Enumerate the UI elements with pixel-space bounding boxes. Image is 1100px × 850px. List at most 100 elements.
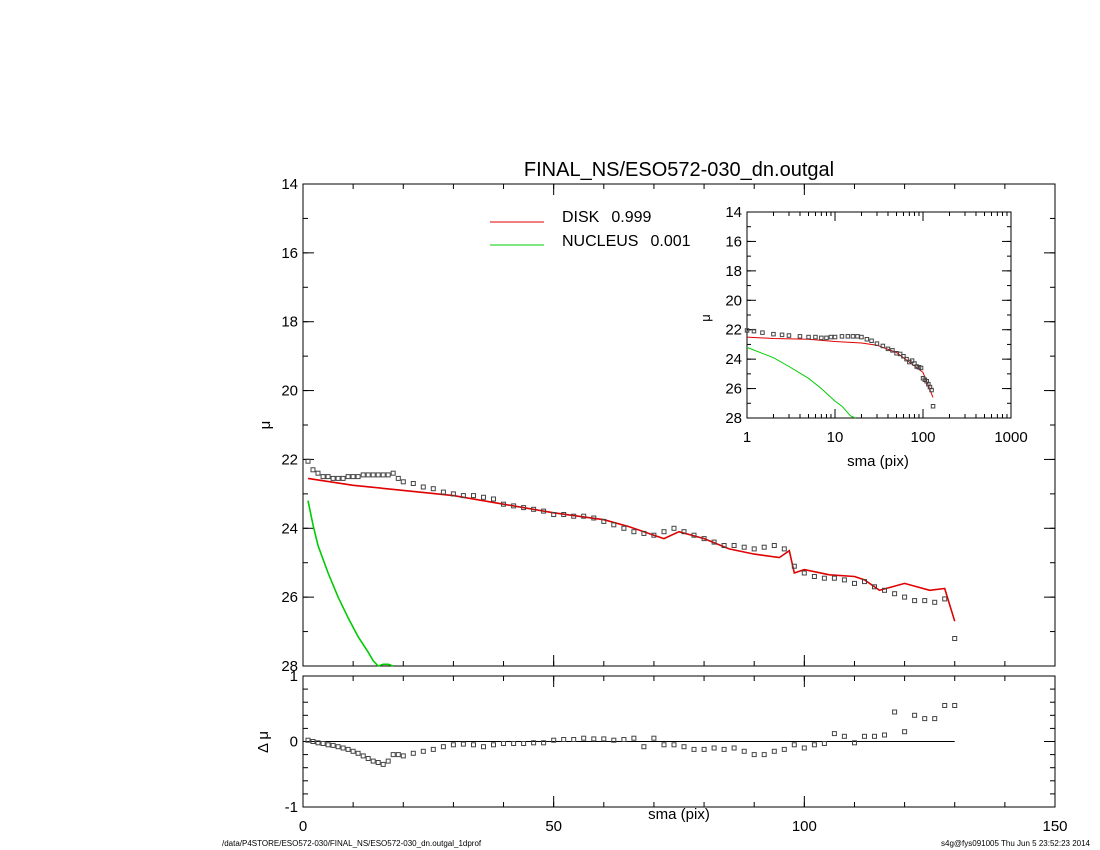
residual-point [761,752,767,758]
data-point [874,341,880,346]
data-point [315,470,321,476]
residual-point [395,752,401,758]
data-point [751,546,757,552]
data-point [711,539,717,545]
data-point [345,474,351,480]
residual-point [591,736,597,742]
data-point [952,636,958,641]
residual-point [821,741,827,746]
residual-point [521,741,527,746]
data-point [771,331,776,337]
residual-point [350,748,356,754]
residual-point [791,742,797,748]
legend-nucleus-name: NUCLEUS [562,233,638,250]
data-point [370,472,376,478]
legend-disk-name: DISK [562,209,600,226]
y-tick-label: 14 [725,204,742,221]
inset-axis-ticks: 1 10 100 1000 14 16 18 20 22 24 26 28 [725,204,1027,446]
data-point [942,596,948,602]
data-point [571,513,577,519]
data-point [511,503,517,509]
y-tick-label: 0 [290,734,298,751]
data-point [581,513,587,519]
legend-nucleus-value: 0.001 [650,233,690,250]
data-point [918,365,924,371]
y-tick-label: 18 [725,263,742,280]
residual-point [340,745,346,751]
data-point [305,458,311,464]
x-tick-label: 100 [910,429,935,446]
residual-point [641,744,647,750]
residual-point [375,760,381,765]
y-tick-label: 14 [281,176,298,193]
data-point [813,334,818,340]
data-point [400,479,406,485]
data-point [420,484,426,490]
data-point [801,570,807,576]
residual-point [385,758,391,764]
residual-point [771,748,777,754]
data-point [721,543,727,548]
residual-point [325,742,331,748]
data-point [779,332,785,338]
residual-point [942,703,948,708]
y-tick-label: 20 [725,292,742,309]
main-series-group [305,458,958,667]
data-point [831,575,837,581]
residual-point [611,737,617,743]
data-point [852,580,857,586]
data-point [731,543,737,548]
residual-point [561,737,567,742]
data-point [651,532,657,538]
nucleus-model-line [307,500,394,667]
data-point [330,475,336,481]
y-tick-label: 16 [281,245,298,262]
data-point [450,491,456,497]
data-point [395,475,401,481]
residual-point [882,732,887,738]
residual-point [360,753,366,759]
residual-point [460,741,466,747]
y-tick-label: 26 [281,589,298,606]
y-tick-label: 28 [281,658,298,675]
data-point [531,506,537,512]
main-y-axis-label: μ [257,421,274,430]
residual-point [551,737,557,743]
footer-timestamp: s4g@fys091005 Thu Jun 5 23:52:23 2014 [941,839,1090,848]
data-point [901,354,906,359]
data-point [440,489,446,495]
y-tick-label: 24 [281,520,298,537]
y-tick-label: -1 [285,799,298,816]
legend-nucleus-label: NUCLEUS 0.001 [562,233,691,250]
data-point [839,334,845,339]
residual-point [711,745,717,751]
data-point [481,494,486,500]
residual-point [651,735,657,741]
data-point [850,334,856,339]
data-point [551,512,557,517]
residual-point [601,736,607,742]
residual-point [922,716,928,722]
inset-log-panel: μ sma (pix) 1 10 100 1000 14 16 18 20 22 24 26 28 [698,204,1028,470]
data-point [471,493,476,499]
data-point [781,546,787,552]
data-point [390,470,396,476]
y-tick-label: 24 [725,351,742,368]
data-point [561,512,567,517]
legend-disk-value: 0.999 [611,209,651,226]
data-point [929,387,934,393]
data-point [681,529,687,535]
residual-point [320,741,326,746]
residual-point [450,742,456,748]
x-tick-label: 1 [743,429,751,446]
y-tick-label: 20 [281,383,298,400]
residual-point [892,709,898,715]
data-point [340,475,346,481]
residual-point [355,750,361,756]
residual-point [631,735,637,741]
residual-point [491,742,496,748]
residual-point [852,740,857,746]
y-tick-label: 22 [281,451,298,468]
data-point [864,337,870,342]
